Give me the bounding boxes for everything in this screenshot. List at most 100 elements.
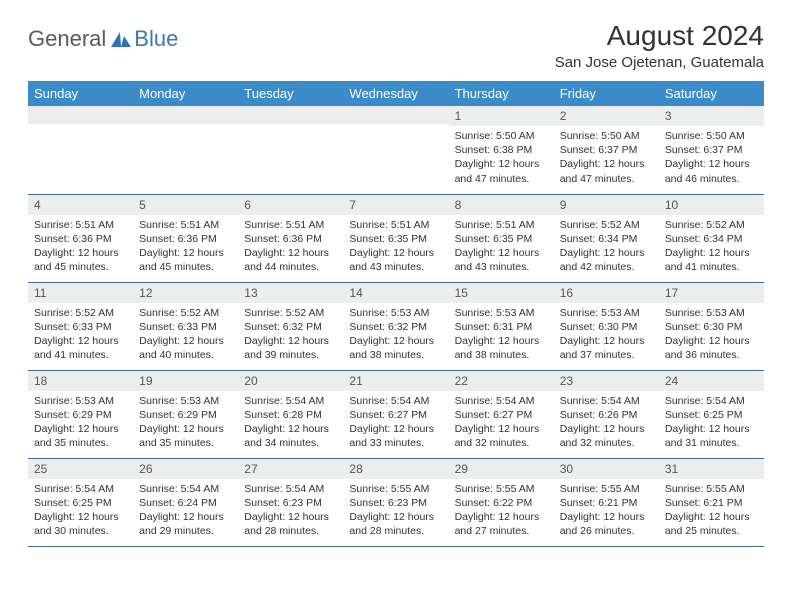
day-content: Sunrise: 5:51 AMSunset: 6:36 PMDaylight:… xyxy=(238,215,343,279)
day-line: Daylight: 12 hours and 28 minutes. xyxy=(349,510,442,538)
day-line: Sunrise: 5:51 AM xyxy=(349,218,442,232)
day-line: Sunrise: 5:53 AM xyxy=(665,306,758,320)
calendar-week-row: 1Sunrise: 5:50 AMSunset: 6:38 PMDaylight… xyxy=(28,106,764,194)
calendar-day-cell xyxy=(238,106,343,194)
day-line: Sunset: 6:30 PM xyxy=(560,320,653,334)
day-number: 26 xyxy=(133,459,238,479)
calendar-day-cell: 2Sunrise: 5:50 AMSunset: 6:37 PMDaylight… xyxy=(554,106,659,194)
day-line: Sunset: 6:37 PM xyxy=(665,143,758,157)
day-number: 27 xyxy=(238,459,343,479)
day-number: 9 xyxy=(554,195,659,215)
calendar-day-cell: 23Sunrise: 5:54 AMSunset: 6:26 PMDayligh… xyxy=(554,370,659,458)
weekday-header: Thursday xyxy=(449,81,554,106)
day-number: 12 xyxy=(133,283,238,303)
day-line: Sunset: 6:37 PM xyxy=(560,143,653,157)
day-line: Sunrise: 5:54 AM xyxy=(139,482,232,496)
day-content: Sunrise: 5:51 AMSunset: 6:36 PMDaylight:… xyxy=(28,215,133,279)
logo-text-blue: Blue xyxy=(134,26,178,52)
day-line: Sunset: 6:21 PM xyxy=(665,496,758,510)
day-number: 30 xyxy=(554,459,659,479)
calendar-day-cell xyxy=(133,106,238,194)
day-line: Sunset: 6:21 PM xyxy=(560,496,653,510)
day-number: 21 xyxy=(343,371,448,391)
day-number: 2 xyxy=(554,106,659,126)
day-line: Sunset: 6:30 PM xyxy=(665,320,758,334)
day-content: Sunrise: 5:51 AMSunset: 6:36 PMDaylight:… xyxy=(133,215,238,279)
day-content: Sunrise: 5:52 AMSunset: 6:32 PMDaylight:… xyxy=(238,303,343,367)
day-number xyxy=(28,106,133,124)
day-line: Daylight: 12 hours and 43 minutes. xyxy=(455,246,548,274)
day-number: 19 xyxy=(133,371,238,391)
day-line: Sunrise: 5:50 AM xyxy=(665,129,758,143)
day-line: Sunrise: 5:54 AM xyxy=(455,394,548,408)
calendar-day-cell: 3Sunrise: 5:50 AMSunset: 6:37 PMDaylight… xyxy=(659,106,764,194)
day-line: Sunrise: 5:50 AM xyxy=(560,129,653,143)
day-line: Sunrise: 5:52 AM xyxy=(244,306,337,320)
day-line: Daylight: 12 hours and 34 minutes. xyxy=(244,422,337,450)
calendar-week-row: 4Sunrise: 5:51 AMSunset: 6:36 PMDaylight… xyxy=(28,194,764,282)
day-number: 29 xyxy=(449,459,554,479)
day-line: Sunset: 6:25 PM xyxy=(34,496,127,510)
day-number: 5 xyxy=(133,195,238,215)
day-line: Daylight: 12 hours and 41 minutes. xyxy=(34,334,127,362)
day-content: Sunrise: 5:54 AMSunset: 6:27 PMDaylight:… xyxy=(449,391,554,455)
day-content: Sunrise: 5:50 AMSunset: 6:38 PMDaylight:… xyxy=(449,126,554,190)
day-line: Sunrise: 5:51 AM xyxy=(34,218,127,232)
day-content: Sunrise: 5:54 AMSunset: 6:26 PMDaylight:… xyxy=(554,391,659,455)
day-line: Daylight: 12 hours and 32 minutes. xyxy=(560,422,653,450)
header: General Blue August 2024 San Jose Ojeten… xyxy=(28,20,764,71)
day-content: Sunrise: 5:52 AMSunset: 6:33 PMDaylight:… xyxy=(28,303,133,367)
weekday-header: Tuesday xyxy=(238,81,343,106)
day-content: Sunrise: 5:54 AMSunset: 6:23 PMDaylight:… xyxy=(238,479,343,543)
day-line: Sunrise: 5:54 AM xyxy=(244,394,337,408)
day-number: 28 xyxy=(343,459,448,479)
day-line: Daylight: 12 hours and 37 minutes. xyxy=(560,334,653,362)
day-line: Daylight: 12 hours and 35 minutes. xyxy=(34,422,127,450)
calendar-day-cell: 16Sunrise: 5:53 AMSunset: 6:30 PMDayligh… xyxy=(554,282,659,370)
day-line: Sunset: 6:36 PM xyxy=(244,232,337,246)
day-line: Sunrise: 5:52 AM xyxy=(560,218,653,232)
calendar-day-cell: 27Sunrise: 5:54 AMSunset: 6:23 PMDayligh… xyxy=(238,458,343,546)
day-line: Daylight: 12 hours and 40 minutes. xyxy=(139,334,232,362)
day-line: Daylight: 12 hours and 38 minutes. xyxy=(455,334,548,362)
day-line: Sunset: 6:34 PM xyxy=(560,232,653,246)
calendar-day-cell: 11Sunrise: 5:52 AMSunset: 6:33 PMDayligh… xyxy=(28,282,133,370)
day-line: Daylight: 12 hours and 44 minutes. xyxy=(244,246,337,274)
weekday-header: Sunday xyxy=(28,81,133,106)
calendar-week-row: 11Sunrise: 5:52 AMSunset: 6:33 PMDayligh… xyxy=(28,282,764,370)
day-number: 3 xyxy=(659,106,764,126)
day-line: Sunset: 6:32 PM xyxy=(349,320,442,334)
day-number: 20 xyxy=(238,371,343,391)
day-line: Sunset: 6:36 PM xyxy=(139,232,232,246)
day-line: Sunrise: 5:55 AM xyxy=(560,482,653,496)
day-line: Sunrise: 5:51 AM xyxy=(244,218,337,232)
day-content: Sunrise: 5:51 AMSunset: 6:35 PMDaylight:… xyxy=(449,215,554,279)
day-line: Sunset: 6:28 PM xyxy=(244,408,337,422)
day-line: Daylight: 12 hours and 30 minutes. xyxy=(34,510,127,538)
day-number: 22 xyxy=(449,371,554,391)
calendar-day-cell: 9 Sunrise: 5:52 AMSunset: 6:34 PMDaylight… xyxy=(554,194,659,282)
day-content: Sunrise: 5:53 AMSunset: 6:29 PMDaylight:… xyxy=(133,391,238,455)
day-line: Sunrise: 5:53 AM xyxy=(34,394,127,408)
day-content: Sunrise: 5:55 AMSunset: 6:21 PMDaylight:… xyxy=(659,479,764,543)
weekday-header: Monday xyxy=(133,81,238,106)
day-number xyxy=(238,106,343,124)
day-number: 10 xyxy=(659,195,764,215)
calendar-body: 1Sunrise: 5:50 AMSunset: 6:38 PMDaylight… xyxy=(28,106,764,546)
day-number: 15 xyxy=(449,283,554,303)
day-line: Sunset: 6:25 PM xyxy=(665,408,758,422)
weekday-header: Saturday xyxy=(659,81,764,106)
calendar-header-row: Sunday Monday Tuesday Wednesday Thursday… xyxy=(28,81,764,106)
day-line: Sunrise: 5:54 AM xyxy=(560,394,653,408)
day-line: Sunset: 6:34 PM xyxy=(665,232,758,246)
day-content: Sunrise: 5:54 AMSunset: 6:25 PMDaylight:… xyxy=(659,391,764,455)
day-line: Daylight: 12 hours and 36 minutes. xyxy=(665,334,758,362)
day-content: Sunrise: 5:55 AMSunset: 6:22 PMDaylight:… xyxy=(449,479,554,543)
day-line: Daylight: 12 hours and 27 minutes. xyxy=(455,510,548,538)
day-number: 4 xyxy=(28,195,133,215)
day-content: Sunrise: 5:55 AMSunset: 6:21 PMDaylight:… xyxy=(554,479,659,543)
calendar-day-cell: 29Sunrise: 5:55 AMSunset: 6:22 PMDayligh… xyxy=(449,458,554,546)
logo-icon xyxy=(110,30,132,48)
day-line: Daylight: 12 hours and 42 minutes. xyxy=(560,246,653,274)
calendar-week-row: 25Sunrise: 5:54 AMSunset: 6:25 PMDayligh… xyxy=(28,458,764,546)
